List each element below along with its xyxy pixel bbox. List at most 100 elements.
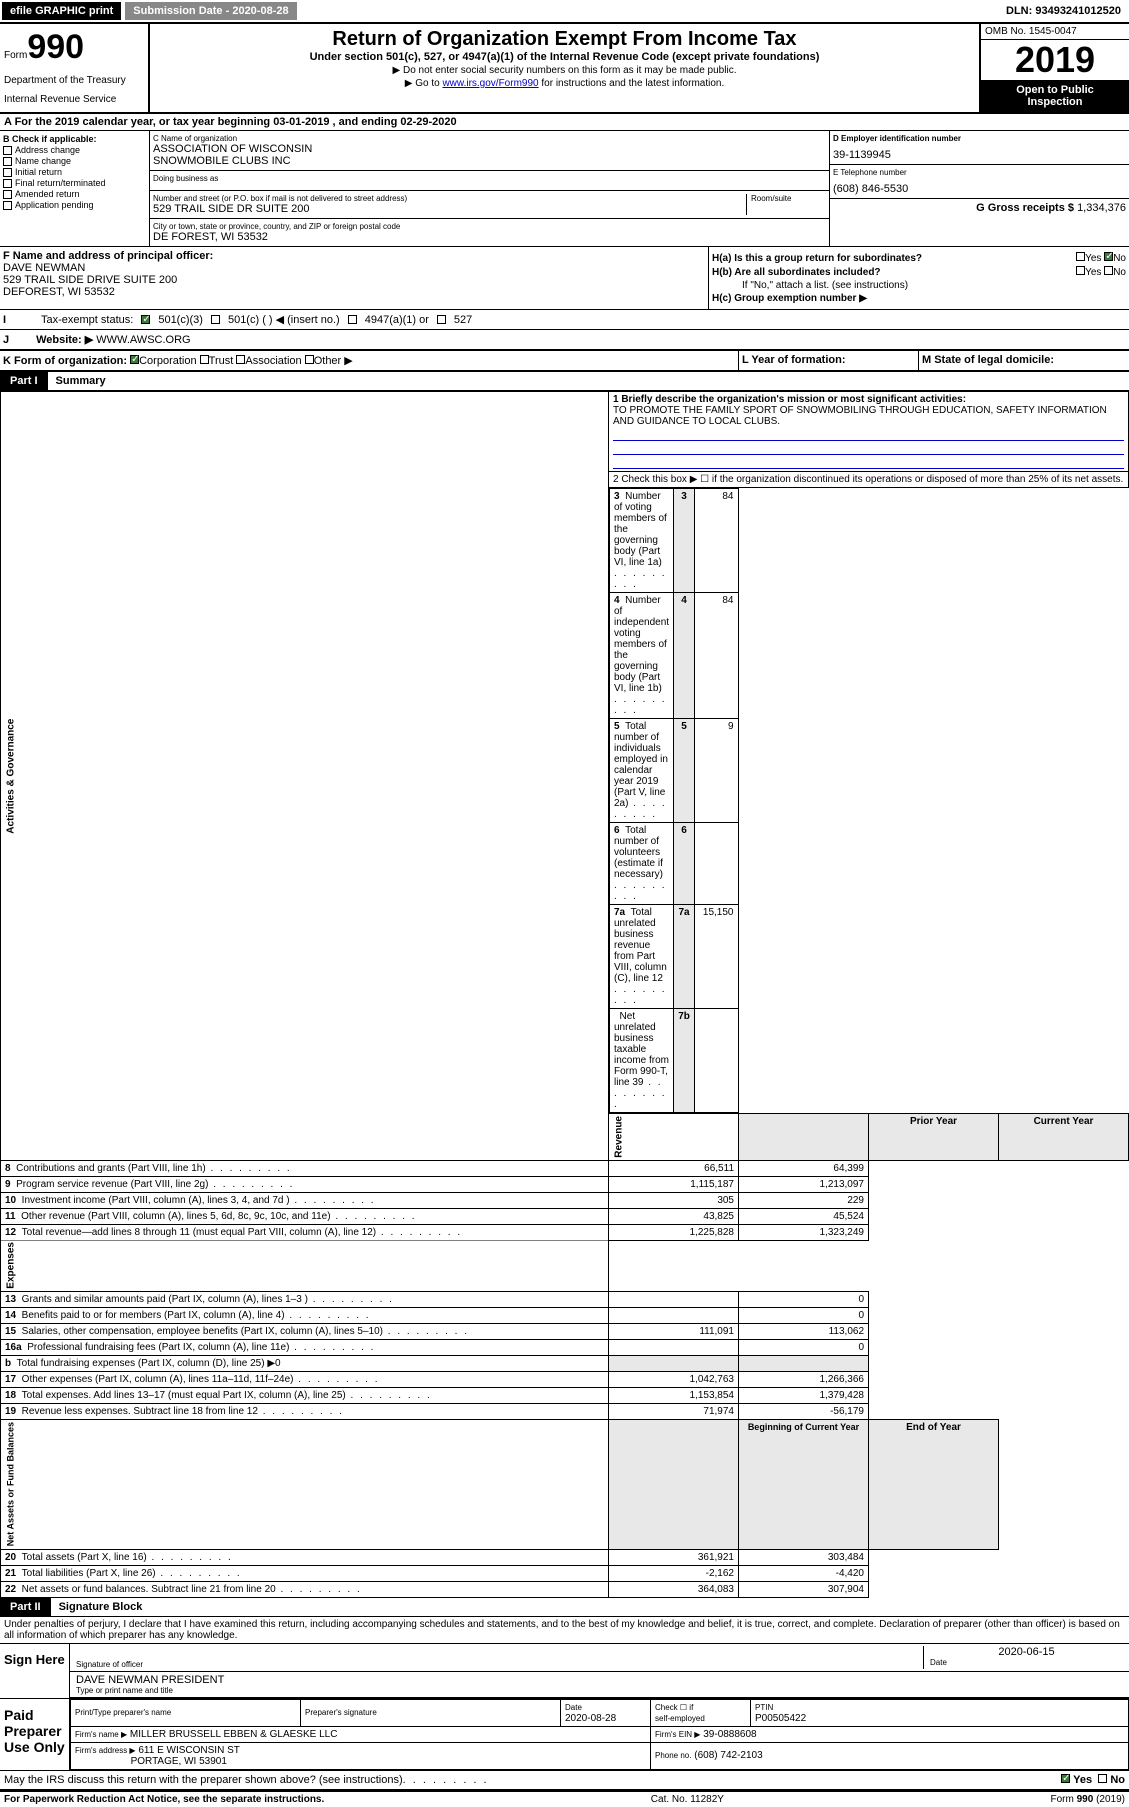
footer: For Paperwork Reduction Act Notice, see … [0,1791,1129,1807]
chk-final-return[interactable] [3,179,12,188]
website-value: WWW.AWSC.ORG [96,334,190,346]
lbl-address-change: Address change [15,145,80,155]
firm-name-label: Firm's name ▶ [75,1730,127,1739]
exp-curr: 0 [739,1308,869,1324]
part2-header: Part II Signature Block [0,1598,1129,1617]
section-a-period: A For the 2019 calendar year, or tax yea… [0,114,1129,131]
exp-prior: 71,974 [609,1404,739,1420]
exp-row-label: 16a Professional fundraising fees (Part … [1,1340,609,1356]
exp-curr: -56,179 [739,1404,869,1420]
officer-addr2: DEFOREST, WI 53532 [3,286,705,298]
chk-corp[interactable] [130,355,139,364]
klm-row: K Form of organization: Corporation Trus… [0,351,1129,372]
net-row-label: 20 Total assets (Part X, line 16) [1,1549,609,1565]
submission-label: Submission Date - [133,5,232,17]
chk-501c[interactable] [211,315,220,324]
chk-app-pending[interactable] [3,201,12,210]
chk-name-change[interactable] [3,157,12,166]
dln-label: DLN: 93493241012520 [1006,5,1127,17]
net-prior: 361,921 [609,1549,739,1565]
open-line1: Open to Public [1016,84,1094,96]
gov-row-label: 7a Total unrelated business revenue from… [610,905,674,1009]
gov-row-label: 4 Number of independent voting members o… [610,593,674,719]
officer-group-row: F Name and address of principal officer:… [0,247,1129,310]
gov-row-val: 9 [695,719,738,823]
hb-no[interactable] [1104,266,1113,275]
dba-label: Doing business as [153,174,826,183]
exp-curr: 113,062 [739,1324,869,1340]
org-name-label: C Name of organization [153,134,826,143]
prep-ptin: P00505422 [755,1713,806,1724]
ha-yes[interactable] [1076,252,1085,261]
part1-title: Summary [48,375,106,387]
gov-row-label: 3 Number of voting members of the govern… [610,489,674,593]
entity-block: B Check if applicable: Address change Na… [0,131,1129,247]
exp-row-label: 18 Total expenses. Add lines 13–17 (must… [1,1388,609,1404]
instr2-post: for instructions and the latest informat… [539,78,725,89]
lbl-app-pending: Application pending [15,200,94,210]
addr-label: Number and street (or P.O. box if mail i… [153,194,746,203]
submission-date-badge: Submission Date - 2020-08-28 [125,2,296,20]
prep-h1: Print/Type preparer's name [75,1708,171,1717]
phone-label: E Telephone number [833,168,1126,177]
m-label: M State of legal domicile: [919,351,1129,370]
rev-curr: 45,524 [739,1208,869,1224]
chk-4947[interactable] [348,315,357,324]
sig-date-value: 2020-06-15 [930,1646,1123,1658]
phone-value: (608) 846-5530 [833,183,1126,195]
exp-prior: 111,091 [609,1324,739,1340]
net-prior: -2,162 [609,1565,739,1581]
preparer-section: Paid Preparer Use Only Print/Type prepar… [0,1699,1129,1771]
chk-trust[interactable] [200,355,209,364]
rev-prior: 1,225,828 [609,1224,739,1240]
blank-b [739,1114,869,1161]
ha-yes-lbl: Yes [1085,253,1101,264]
firm-addr1: 611 E WISCONSIN ST [138,1745,240,1756]
city-label: City or town, state or province, country… [153,222,826,231]
exp-row-label: b Total fundraising expenses (Part IX, c… [1,1356,609,1372]
line2: 2 Check this box ▶ ☐ if the organization… [609,472,1129,488]
discuss-no[interactable] [1098,1774,1107,1783]
net-row-label: 22 Net assets or fund balances. Subtract… [1,1581,609,1597]
ein-value: 39-1139945 [833,149,1126,161]
rev-prior: 66,511 [609,1160,739,1176]
hb-yes[interactable] [1076,266,1085,275]
side-governance: Activities & Governance [1,392,609,1161]
dept-irs: Internal Revenue Service [4,94,144,105]
chk-address-change[interactable] [3,146,12,155]
prep-h2: Preparer's signature [305,1708,377,1717]
lbl-501c3: 501(c)(3) [158,314,203,326]
irs-link[interactable]: www.irs.gov/Form990 [442,78,538,89]
part1-tag: Part I [0,372,48,390]
prep-h3: Date [565,1703,582,1712]
tax-year: 2019 [981,40,1129,80]
chk-other[interactable] [305,355,314,364]
chk-527[interactable] [437,315,446,324]
ha-no-lbl: No [1113,253,1126,264]
exp-curr: 0 [739,1340,869,1356]
rev-curr: 1,323,249 [739,1224,869,1240]
lbl-corp: Corporation [139,355,196,367]
gov-row-num: 7a [674,905,695,1009]
exp-curr: 0 [739,1292,869,1308]
dots [403,1774,489,1786]
org-address: 529 TRAIL SIDE DR SUITE 200 [153,203,746,215]
sig-date-label: Date [930,1658,1123,1667]
net-curr: 303,484 [739,1549,869,1565]
sign-here-label: Sign Here [0,1644,70,1698]
chk-501c3[interactable] [141,315,150,324]
exp-curr: 1,266,366 [739,1372,869,1388]
chk-initial-return[interactable] [3,168,12,177]
gross-label: G Gross receipts $ [976,202,1074,214]
line1-label: 1 Briefly describe the organization's mi… [613,394,1124,405]
gov-row-num: 5 [674,719,695,823]
exp-row-label: 14 Benefits paid to or for members (Part… [1,1308,609,1324]
efile-button[interactable]: efile GRAPHIC print [2,2,121,20]
rev-row-label: 8 Contributions and grants (Part VIII, l… [1,1160,609,1176]
ha-no[interactable] [1104,252,1113,261]
chk-amended-return[interactable] [3,190,12,199]
top-bar: efile GRAPHIC print Submission Date - 20… [0,0,1129,24]
checkbox-header: B Check if applicable: [3,134,146,144]
gov-row-num: 7b [674,1009,695,1113]
discuss-yes[interactable] [1061,1774,1070,1783]
